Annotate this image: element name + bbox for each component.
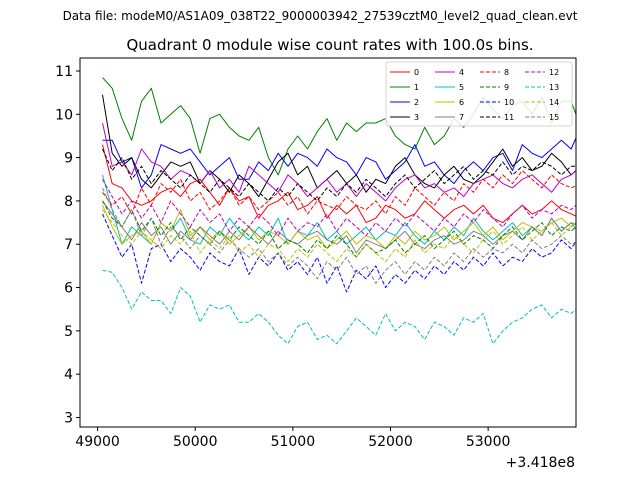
y-tick-label-5: 5 [64,324,73,340]
legend-label-9: 9 [504,83,509,92]
legend-label-5: 5 [459,83,464,92]
legend-label-12: 12 [549,68,559,77]
series-line-2 [102,136,576,189]
legend-label-3: 3 [414,113,419,122]
series-line-8 [102,170,576,215]
legend-label-8: 8 [504,68,509,77]
y-tick-label-11: 11 [55,64,73,80]
legend-label-0: 0 [414,68,419,77]
figure-suptitle: Data file: modeM0/AS1A09_038T22_90000039… [63,9,578,23]
x-tick-label-51000: 51000 [271,434,316,450]
legend-label-6: 6 [459,98,464,107]
legend-label-11: 11 [504,113,514,122]
x-tick-label-52000: 52000 [368,434,413,450]
series-line-10 [102,213,576,293]
y-tick-label-3: 3 [64,410,73,426]
y-tick-label-10: 10 [55,107,73,123]
series-line-5 [102,174,576,245]
legend-label-4: 4 [459,68,464,77]
y-tick-label-7: 7 [64,237,73,253]
legend-label-1: 1 [414,83,419,92]
series-line-3 [102,94,576,198]
series-line-12 [102,179,576,237]
series-line-9 [102,200,576,258]
y-tick-label-4: 4 [64,367,73,383]
series-line-15 [102,187,576,284]
legend-label-14: 14 [549,98,559,107]
y-axis: 3 4 5 6 7 8 9 10 11 [55,64,80,426]
y-tick-label-6: 6 [64,281,73,297]
chart-title: Quadrant 0 module wise count rates with … [126,36,533,54]
plot-area [102,77,576,345]
x-tick-label-50000: 50000 [173,434,218,450]
legend-label-7: 7 [459,113,464,122]
series-line-11 [102,148,576,202]
legend-box [385,61,573,127]
x-offset-label: +3.418e8 [506,455,575,471]
x-tick-label-49000: 49000 [75,434,120,450]
legend-label-2: 2 [414,98,419,107]
y-tick-label-9: 9 [64,151,73,167]
legend-label-10: 10 [504,98,514,107]
x-tick-label-53000: 53000 [466,434,511,450]
legend-label-15: 15 [549,113,559,122]
axes-frame [79,57,577,428]
x-axis: 49000 50000 51000 52000 53000 [75,427,510,450]
legend-label-13: 13 [549,83,559,92]
y-tick-label-8: 8 [64,194,73,210]
series-line-7 [102,200,576,254]
